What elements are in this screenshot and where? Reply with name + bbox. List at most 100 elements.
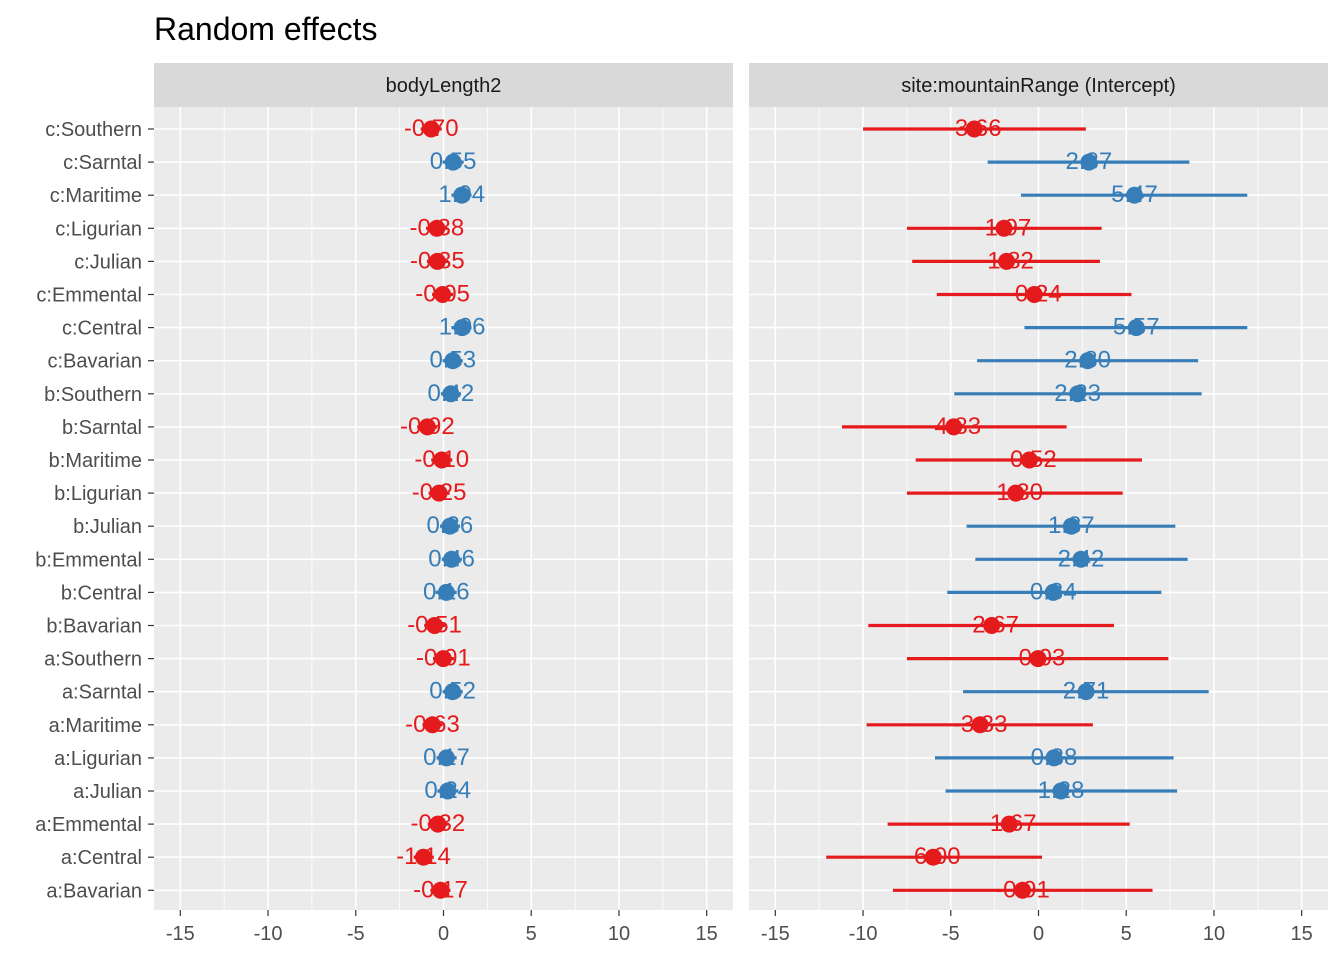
- data-label: 1.28: [1038, 777, 1085, 804]
- data-point: [1080, 153, 1098, 171]
- data-label: -0.03: [1011, 645, 1066, 672]
- data-label: 1.04: [438, 181, 485, 208]
- y-tick-label: c:Central: [62, 318, 142, 340]
- data-label: -4.83: [926, 413, 981, 440]
- data-label: -0.38: [409, 214, 464, 241]
- data-point: [429, 815, 447, 833]
- y-axis: c:Southern c:Sarntal c:Maritime c:Ligurian c…: [35, 119, 154, 902]
- data-point: [444, 683, 462, 701]
- y-tick-label: b:Maritime: [49, 450, 142, 472]
- data-point: [422, 120, 440, 138]
- y-tick-label: a:Ligurian: [54, 748, 142, 770]
- data-label: -1.14: [396, 843, 451, 870]
- data-point: [444, 352, 462, 370]
- y-tick-label: c:Maritime: [50, 185, 142, 207]
- data-label: -1.30: [988, 479, 1043, 506]
- data-point: [442, 385, 460, 403]
- data-point: [965, 120, 983, 138]
- y-tick-label: b:Sarntal: [62, 417, 142, 439]
- data-label: -3.33: [953, 711, 1008, 738]
- y-tick-label: b:Julian: [73, 516, 142, 538]
- x-tick-label: -15: [761, 923, 790, 945]
- data-label: 1.87: [1048, 512, 1095, 539]
- data-label: 0.55: [430, 148, 477, 175]
- data-point: [430, 484, 448, 502]
- data-label: -0.01: [416, 645, 471, 672]
- y-tick-label: c:Ligurian: [55, 218, 142, 240]
- facet-strip-label: site:mountainRange (Intercept): [901, 75, 1176, 97]
- data-label: 5.57: [1113, 314, 1160, 341]
- y-tick-label: b:Bavarian: [46, 616, 142, 638]
- data-point: [995, 219, 1013, 237]
- data-point: [437, 583, 455, 601]
- data-label: 1.06: [439, 314, 486, 341]
- x-tick-label: 10: [1203, 923, 1225, 945]
- data-label: 0.53: [429, 347, 476, 374]
- chart-title: Random effects: [154, 11, 378, 47]
- facet-panel-1: bodyLength2 -15 -10 -5 0 5 10 15 -0.70 0.55 1.04 -0…: [154, 63, 733, 945]
- y-tick-label: c:Bavarian: [48, 351, 143, 373]
- data-point: [1077, 683, 1095, 701]
- y-tick-label: a:Julian: [73, 781, 142, 803]
- y-tick-label: a:Sarntal: [62, 682, 142, 704]
- data-point: [426, 617, 444, 634]
- y-tick-label: c:Emmental: [36, 285, 142, 307]
- data-label: -0.24: [1007, 281, 1062, 308]
- data-point: [453, 186, 471, 204]
- data-label: 0.16: [423, 578, 470, 605]
- data-label: 0.84: [1030, 578, 1077, 605]
- data-label: -0.70: [404, 115, 459, 142]
- data-point: [1062, 517, 1080, 535]
- data-label: -0.35: [410, 247, 465, 274]
- data-point: [1052, 782, 1070, 800]
- plot-area: bodyLength2 -15 -10 -5 0 5 10 15 -0.70 0.55 1.04 -0…: [35, 63, 1328, 945]
- data-point: [1007, 484, 1025, 502]
- y-tick-label: b:Central: [61, 582, 142, 604]
- data-point: [1025, 286, 1043, 303]
- data-label: 0.17: [423, 744, 470, 771]
- data-point: [998, 252, 1016, 270]
- data-point: [418, 418, 436, 436]
- data-label: 2.87: [1065, 148, 1112, 175]
- x-tick-label: 15: [696, 923, 718, 945]
- data-label: 0.24: [424, 777, 471, 804]
- data-label: -0.92: [400, 413, 455, 440]
- data-point: [1127, 319, 1145, 337]
- data-label: -0.32: [411, 810, 466, 837]
- data-label: 0.36: [426, 512, 473, 539]
- y-tick-label: b:Southern: [44, 384, 142, 406]
- data-label: 2.23: [1054, 380, 1101, 407]
- data-label: -3.66: [947, 115, 1002, 142]
- y-tick-label: a:Maritime: [49, 715, 142, 737]
- data-label: -0.91: [995, 876, 1050, 903]
- data-point: [1125, 186, 1143, 204]
- facet-strip-label: bodyLength2: [386, 75, 502, 97]
- data-point: [1072, 550, 1090, 568]
- y-tick-label: c:Sarntal: [63, 152, 142, 174]
- data-point: [444, 153, 462, 171]
- x-tick-label: -10: [254, 923, 283, 945]
- data-point: [434, 650, 452, 668]
- facet-strip: [154, 63, 733, 107]
- data-point: [434, 286, 452, 303]
- data-label: 0.52: [429, 678, 476, 705]
- data-label: -6.00: [906, 843, 961, 870]
- x-tick-label: -10: [849, 923, 878, 945]
- data-label: -1.97: [977, 214, 1032, 241]
- data-point: [453, 319, 471, 337]
- data-point: [924, 848, 942, 866]
- data-point: [441, 517, 459, 535]
- data-point: [971, 716, 989, 734]
- data-label: -0.51: [407, 612, 462, 639]
- data-label: 0.88: [1031, 744, 1078, 771]
- x-tick-label: 0: [1033, 923, 1044, 945]
- data-point: [1029, 650, 1047, 668]
- y-tick-label: c:Southern: [45, 119, 142, 141]
- x-tick-label: -5: [942, 923, 960, 945]
- data-point: [1020, 451, 1038, 469]
- data-label: -1.82: [979, 247, 1034, 274]
- x-tick-label: 5: [526, 923, 537, 945]
- data-label: -1.67: [982, 810, 1037, 837]
- y-tick-label: a:Southern: [44, 649, 142, 671]
- data-label: -0.05: [415, 281, 470, 308]
